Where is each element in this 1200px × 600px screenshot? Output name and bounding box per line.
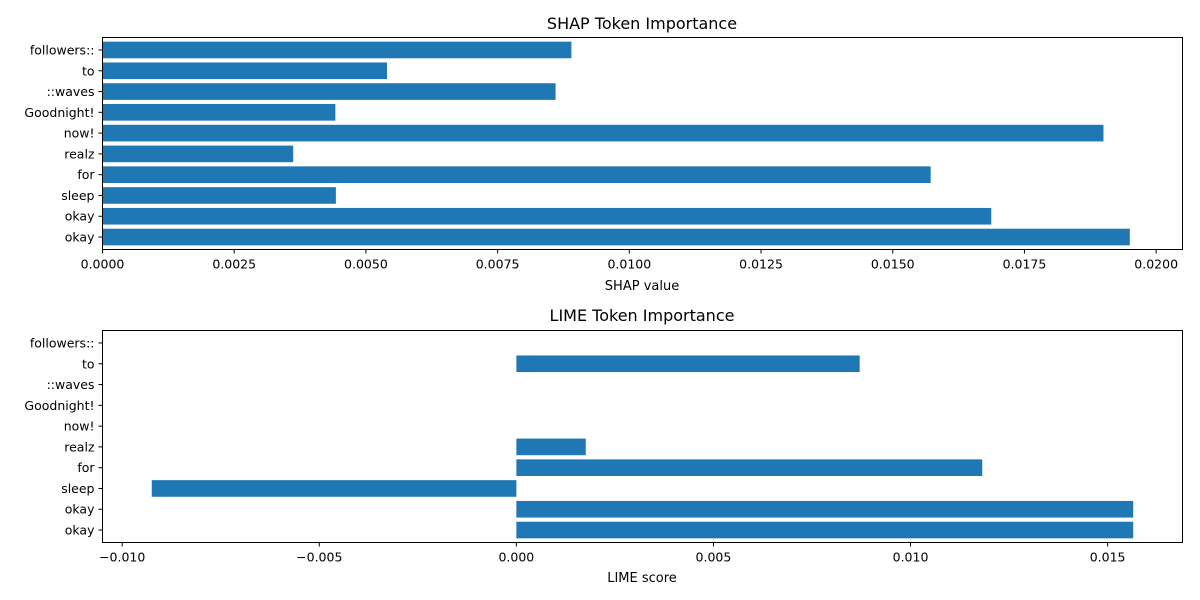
lime-y-tick-label-0: okay	[65, 523, 95, 538]
lime-x-tick-label-3: 0.005	[696, 550, 732, 565]
shap-y-tick-label-3: for	[77, 167, 95, 182]
shap-bar-1	[102, 207, 992, 225]
lime-plot-frame	[102, 330, 1183, 543]
lime-y-tick-label-6: Goodnight!	[24, 398, 94, 413]
lime-bar-4	[516, 438, 586, 456]
shap-bar-2	[102, 187, 336, 204]
lime-chart-title: LIME Token Importance	[550, 306, 735, 325]
shap-y-tick-label-0: okay	[65, 230, 95, 245]
shap-x-tick-label-8: 0.0200	[1134, 257, 1178, 272]
lime-y-tick-label-8: to	[82, 356, 95, 371]
lime-bar-8	[516, 355, 860, 373]
shap-y-tick-label-2: sleep	[61, 188, 94, 203]
lime-x-tick-label-4: 0.010	[893, 550, 929, 565]
shap-x-tick-label-0: 0.0000	[81, 257, 125, 272]
lime-y-axis: okayokaysleepforrealznow!Goodnight!::wav…	[24, 335, 103, 538]
lime-x-tick-label-2: 0.000	[498, 550, 534, 565]
shap-x-tick-label-7: 0.0175	[1003, 257, 1047, 272]
shap-bar-5	[102, 124, 1104, 142]
shap-y-tick-label-9: followers::	[30, 42, 95, 57]
shap-bar-3	[102, 166, 931, 183]
shap-x-tick-label-4: 0.0100	[607, 257, 651, 272]
lime-x-axis-label: LIME score	[607, 571, 677, 586]
lime-x-tick-label-5: 0.015	[1090, 550, 1126, 565]
lime-y-tick-label-9: followers::	[30, 335, 95, 350]
shap-bar-8	[102, 62, 387, 80]
shap-x-axis: 0.0000 0.0025 0.0050 0.0075 0.0100 0.0125 0.01…	[81, 249, 1178, 272]
lime-y-tick-label-5: now!	[64, 419, 95, 434]
lime-bar-2	[151, 480, 517, 497]
lime-y-tick-label-4: realz	[64, 439, 95, 454]
shap-y-tick-label-7: ::waves	[47, 84, 95, 99]
lime-x-tick-label-0: −0.010	[99, 550, 145, 565]
shap-bar-4	[102, 145, 294, 163]
shap-bar-9	[102, 41, 572, 59]
lime-chart: LIME Token Importance okay okay sleep for re…	[24, 306, 1183, 586]
shap-y-tick-label-8: to	[82, 63, 95, 78]
shap-x-tick-label-2: 0.0050	[344, 257, 388, 272]
shap-x-axis-label: SHAP value	[605, 279, 679, 294]
lime-bar-3	[516, 459, 983, 476]
shap-x-tick-label-6: 0.0150	[871, 257, 915, 272]
lime-bar-0	[516, 521, 1134, 539]
lime-y-tick-label-2: sleep	[61, 481, 94, 496]
shap-bars	[102, 41, 1130, 246]
lime-y-tick-label-7: ::waves	[47, 377, 95, 392]
shap-y-tick-label-1: okay	[65, 209, 95, 224]
shap-plot-frame	[102, 37, 1183, 250]
shap-chart: SHAP Token Importance okay okay sleep for re…	[24, 14, 1183, 294]
shap-y-tick-label-4: realz	[64, 146, 95, 161]
shap-bar-7	[102, 83, 556, 100]
shap-y-axis: okayokaysleepforrealznow!Goodnight!::wav…	[24, 42, 103, 245]
shap-bar-0	[102, 228, 1130, 246]
shap-x-tick-label-3: 0.0075	[476, 257, 520, 272]
shap-x-tick-label-5: 0.0125	[739, 257, 783, 272]
lime-bar-1	[516, 500, 1134, 518]
lime-x-axis: −0.010 −0.005 0.000 0.005 0.010 0.015	[99, 542, 1126, 565]
shap-y-tick-label-6: Goodnight!	[24, 105, 94, 120]
shap-bar-6	[102, 104, 336, 121]
lime-y-tick-label-1: okay	[65, 502, 95, 517]
shap-chart-title: SHAP Token Importance	[547, 14, 737, 33]
shap-x-tick-label-1: 0.0025	[212, 257, 256, 272]
lime-x-tick-label-1: −0.005	[296, 550, 342, 565]
lime-y-tick-label-3: for	[77, 460, 95, 475]
shap-y-tick-label-5: now!	[64, 126, 95, 141]
lime-bars	[151, 355, 1134, 539]
